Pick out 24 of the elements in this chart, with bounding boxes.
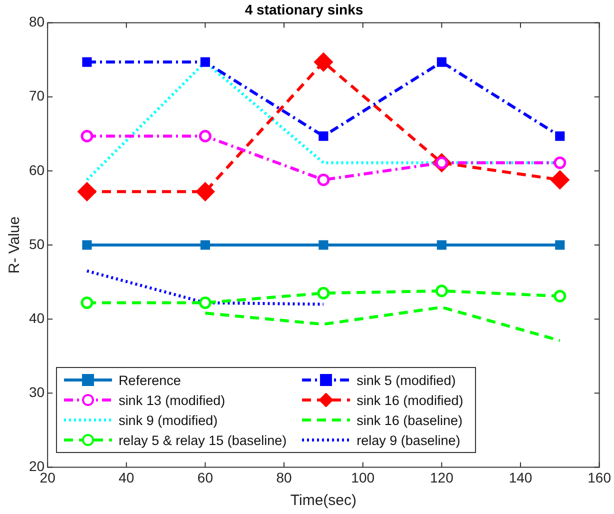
x-tick-label: 40 bbox=[118, 469, 134, 486]
legend-label: sink 13 (modified) bbox=[118, 392, 226, 408]
y-tick-label: 40 bbox=[28, 310, 45, 326]
x-tick-label: 60 bbox=[197, 469, 214, 486]
y-tick-label: 60 bbox=[28, 162, 45, 178]
x-tick-label: 80 bbox=[276, 469, 292, 486]
x-tick-label: 160 bbox=[588, 469, 612, 486]
legend-label: Reference bbox=[118, 372, 181, 388]
chart-title: 4 stationary sinks bbox=[244, 1, 364, 18]
y-tick-label: 80 bbox=[28, 14, 45, 30]
y-axis-title: R- Value bbox=[6, 216, 24, 274]
legend-label: sink 16 (modified) bbox=[356, 392, 464, 408]
legend-label: sink 16 (baseline) bbox=[356, 412, 462, 428]
legend-label: sink 5 (modified) bbox=[356, 372, 456, 388]
legend-label: relay 9 (baseline) bbox=[356, 432, 460, 448]
x-tick-label: 140 bbox=[508, 469, 532, 486]
x-axis-title: Time(sec) bbox=[290, 492, 357, 510]
x-tick-label: 120 bbox=[430, 469, 454, 486]
y-tick-label: 70 bbox=[28, 88, 45, 104]
y-tick-label: 50 bbox=[28, 236, 45, 252]
y-tick-label: 30 bbox=[28, 384, 45, 400]
legend-label: sink 9 (modified) bbox=[118, 412, 218, 428]
x-tick-label: 100 bbox=[351, 469, 375, 486]
legend-label: relay 5 & relay 15 (baseline) bbox=[118, 432, 287, 448]
